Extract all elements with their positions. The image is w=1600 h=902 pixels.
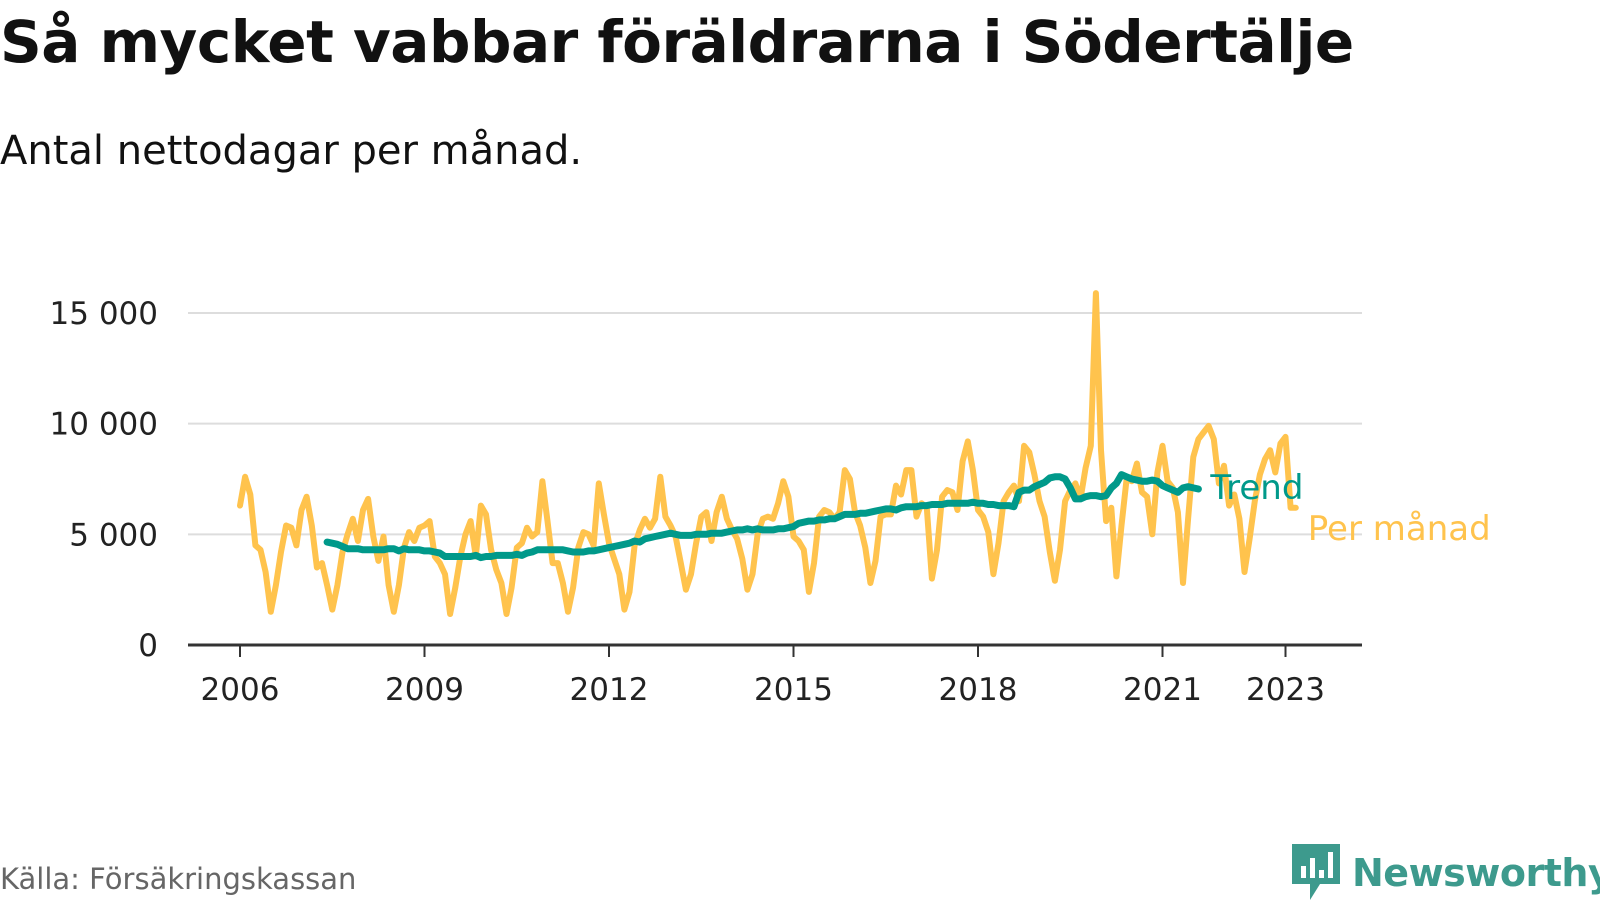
bar-chart-chat-icon (1292, 844, 1340, 900)
brand-name: Newsworthy (1352, 851, 1600, 895)
y-tick-label: 15 000 (50, 296, 158, 332)
y-tick-label: 5 000 (69, 517, 158, 553)
y-tick-label: 0 (138, 628, 158, 664)
x-tick-label: 2015 (754, 672, 833, 708)
x-tick-label: 2021 (1123, 672, 1202, 708)
series-line-per-manad (237, 290, 1299, 617)
x-tick-label: 2009 (385, 672, 464, 708)
series-label-trend: Trend (1209, 468, 1303, 508)
brand-logo[interactable]: Newsworthy (1292, 844, 1600, 902)
series-label-per-manad: Per månad (1308, 509, 1491, 549)
y-tick-label: 10 000 (50, 407, 158, 443)
source-note: Källa: Försäkringskassan (0, 862, 357, 896)
x-tick-label: 2023 (1246, 672, 1325, 708)
x-tick-label: 2006 (201, 672, 280, 708)
x-tick-label: 2018 (939, 672, 1018, 708)
chart: 0 5 000 10 000 15 000 2006 2009 2012 2015 2018 2… (50, 290, 1491, 708)
page-title: Så mycket vabbar föräldrarna i Södertälj… (0, 8, 1354, 76)
series-line-trend (323, 471, 1202, 562)
page-subtitle: Antal nettodagar per månad. (0, 128, 583, 174)
x-tick-label: 2012 (570, 672, 649, 708)
